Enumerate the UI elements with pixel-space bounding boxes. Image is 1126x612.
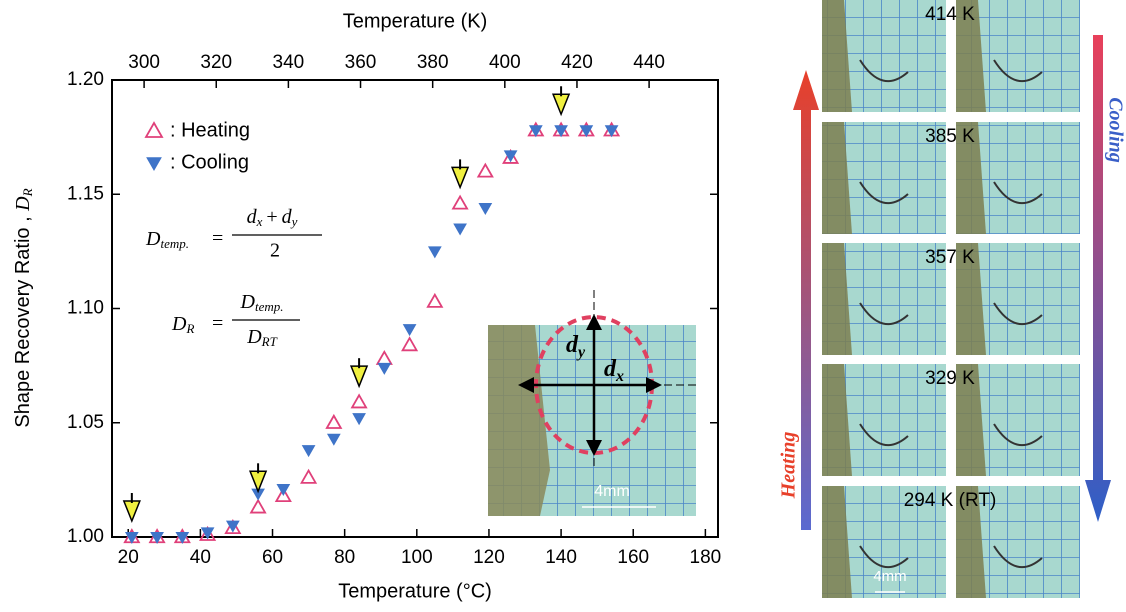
eq1-eq: = [212, 228, 223, 250]
heating-point [428, 295, 442, 307]
photo-label: 294 K (RT) [904, 490, 997, 511]
legend-marker [146, 123, 162, 137]
heating-point [352, 395, 366, 407]
cooling-point [454, 224, 466, 235]
eq1-num: dx+dy [247, 206, 298, 229]
inset-scale: 4mm [594, 483, 630, 500]
cooling-point [328, 434, 340, 445]
y-axis-label: Shape Recovery Ratio , DR [12, 188, 35, 427]
x-tick-label: 40 [190, 547, 211, 568]
heating-point [302, 471, 316, 483]
photo-label: 414 K [925, 4, 975, 25]
y-tick-label: 1.20 [67, 69, 104, 90]
indicator-arrow [124, 501, 140, 521]
heating-point [377, 352, 391, 364]
y-tick-label: 1.05 [67, 412, 104, 433]
x2-tick-label: 360 [345, 52, 377, 73]
x2-tick-label: 300 [128, 52, 160, 73]
indicator-arrow [452, 167, 468, 187]
cooling-point [353, 414, 365, 425]
indicator-arrow [553, 94, 569, 114]
x2-tick-label: 400 [489, 52, 521, 73]
heating-point [327, 416, 341, 428]
x2-tick-label: 440 [633, 52, 665, 73]
x-tick-label: 140 [545, 547, 577, 568]
x2-axis-label: Temperature (K) [343, 10, 488, 32]
heating-point [403, 338, 417, 350]
y-tick-label: 1.10 [67, 298, 104, 319]
indicator-arrow [351, 366, 367, 386]
cooling-point [479, 203, 491, 214]
x-tick-label: 100 [401, 547, 433, 568]
legend-marker [147, 158, 161, 170]
x2-tick-label: 420 [561, 52, 593, 73]
heating-point [478, 164, 492, 176]
eq1-den: 2 [270, 240, 280, 262]
photo-panel: Heating Cooling 414 K 385 K 357 K 329 K 294 … [778, 0, 1126, 598]
legend-label: : Heating [170, 119, 250, 141]
eq1-lhs: Dtemp. [145, 228, 189, 251]
eq2-eq: = [212, 313, 223, 335]
x-tick-label: 20 [118, 547, 139, 568]
heating-label: Heating [778, 432, 800, 500]
x2-tick-label: 320 [200, 52, 232, 73]
legend-label: : Cooling [170, 151, 249, 173]
heating-point [453, 196, 467, 208]
eq2-num: Dtemp. [240, 291, 284, 314]
inset-photo: dy dx 4mm [488, 290, 700, 516]
eq2-lhs: DR [171, 313, 194, 336]
cooling-label: Cooling [1104, 97, 1126, 163]
x-tick-label: 160 [617, 547, 649, 568]
cooling-point [378, 363, 390, 374]
photo-label: 329 K [925, 368, 975, 389]
y-tick-label: 1.15 [67, 183, 104, 204]
y-tick-label: 1.00 [67, 526, 104, 547]
equations: Dtemp. = dx+dy 2 DR = Dtemp. DRT [145, 206, 322, 349]
eq2-den: DRT [246, 326, 277, 349]
photo-scale: 4mm [873, 568, 906, 585]
heating-point [251, 500, 265, 512]
x-tick-label: 60 [262, 547, 283, 568]
x-tick-label: 120 [473, 547, 505, 568]
figure: 20 40 60 80 100 120 140 160 180 300 320 340 360 380 40… [0, 0, 1126, 607]
cooling-point [429, 247, 441, 258]
x-axis-label: Temperature (°C) [338, 580, 492, 602]
photo-label: 357 K [925, 247, 975, 268]
cooling-point [404, 325, 416, 336]
indicator-arrow [250, 471, 266, 491]
cooling-point [277, 485, 289, 496]
x2-tick-label: 380 [417, 52, 449, 73]
cooling-point [303, 446, 315, 457]
x-tick-label: 180 [690, 547, 722, 568]
photo-label: 385 K [925, 126, 975, 147]
x-tick-label: 80 [334, 547, 355, 568]
x2-tick-label: 340 [273, 52, 305, 73]
